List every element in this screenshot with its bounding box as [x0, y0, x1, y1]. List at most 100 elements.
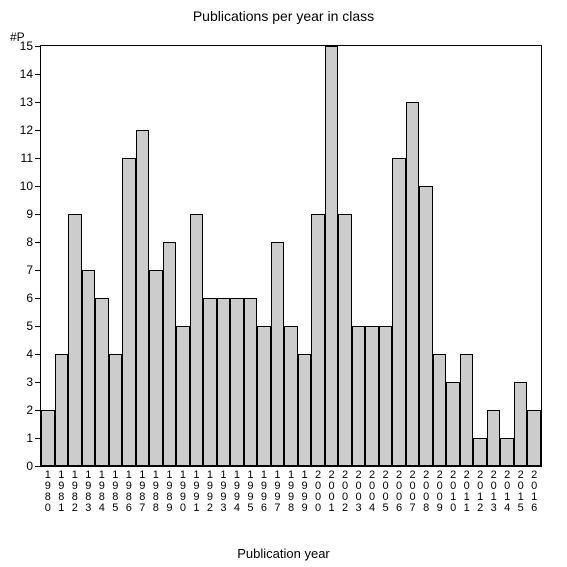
bar: [379, 326, 393, 466]
y-tick: [35, 382, 41, 383]
x-tick-label: 2001: [327, 470, 337, 514]
y-tick-label: 7: [26, 263, 33, 277]
x-tick-label: 2009: [435, 470, 445, 514]
x-axis-title: Publication year: [0, 546, 567, 561]
x-tick-label: 2003: [354, 470, 364, 514]
bar: [230, 298, 244, 466]
x-tick-label: 1980: [43, 470, 53, 514]
y-tick-label: 11: [21, 151, 33, 165]
bar: [311, 214, 325, 466]
x-tick-label: 2010: [448, 470, 458, 514]
y-tick: [35, 326, 41, 327]
bar: [136, 130, 150, 466]
bar: [446, 382, 460, 466]
x-tick-label: 1981: [56, 470, 66, 514]
x-tick-label: 1987: [137, 470, 147, 514]
x-tick-label: 2011: [462, 470, 472, 514]
bar: [55, 354, 69, 466]
x-tick-label: 2013: [489, 470, 499, 514]
bar: [298, 354, 312, 466]
x-tick-label: 1982: [70, 470, 80, 514]
x-tick-label: 2004: [367, 470, 377, 514]
y-tick-label: 3: [26, 375, 33, 389]
bar: [122, 158, 136, 466]
bar: [109, 354, 123, 466]
x-tick-label: 1993: [218, 470, 228, 514]
x-tick-label: 1997: [272, 470, 282, 514]
x-tick-label: 2014: [502, 470, 512, 514]
x-tick-label: 1990: [178, 470, 188, 514]
bar: [163, 242, 177, 466]
bar: [271, 242, 285, 466]
x-tick-label: 1983: [83, 470, 93, 514]
chart-title: Publications per year in class: [0, 8, 567, 24]
x-tick-label: 1998: [286, 470, 296, 514]
y-tick: [35, 410, 41, 411]
bar: [392, 158, 406, 466]
x-tick-label: 1991: [191, 470, 201, 514]
y-tick-label: 4: [26, 347, 33, 361]
y-tick: [35, 46, 41, 47]
y-tick: [35, 438, 41, 439]
y-tick: [35, 354, 41, 355]
y-tick-label: 10: [20, 179, 33, 193]
x-tick-label: 2008: [421, 470, 431, 514]
plot-area: 0123456789101112131415 19801981198219831…: [40, 45, 542, 467]
chart-container: Publications per year in class #P 012345…: [0, 0, 567, 567]
bar: [527, 410, 541, 466]
bar: [190, 214, 204, 466]
y-tick-label: 5: [26, 319, 33, 333]
bar: [82, 270, 96, 466]
bar: [487, 410, 501, 466]
y-tick: [35, 214, 41, 215]
y-tick: [35, 466, 41, 467]
bar: [176, 326, 190, 466]
bar: [338, 214, 352, 466]
y-tick: [35, 74, 41, 75]
bar: [284, 326, 298, 466]
x-tick-label: 1992: [205, 470, 215, 514]
y-tick: [35, 242, 41, 243]
x-tick-label: 2015: [516, 470, 526, 514]
x-tick-label: 1994: [232, 470, 242, 514]
bar: [365, 326, 379, 466]
y-tick-label: 2: [26, 403, 33, 417]
x-tick-label: 2012: [475, 470, 485, 514]
y-tick: [35, 158, 41, 159]
bar: [257, 326, 271, 466]
x-tick-label: 1986: [124, 470, 134, 514]
y-tick-label: 13: [20, 95, 33, 109]
y-tick-label: 15: [20, 39, 33, 53]
bar: [473, 438, 487, 466]
bar: [500, 438, 514, 466]
y-tick-label: 6: [26, 291, 33, 305]
y-tick-label: 14: [20, 67, 33, 81]
y-tick-label: 9: [26, 207, 33, 221]
bar: [95, 298, 109, 466]
y-tick-label: 0: [26, 459, 33, 473]
bar: [419, 186, 433, 466]
bar: [460, 354, 474, 466]
y-tick-label: 1: [26, 431, 33, 445]
x-tick-label: 1985: [110, 470, 120, 514]
x-tick-label: 1999: [300, 470, 310, 514]
y-tick: [35, 270, 41, 271]
x-tick-label: 2007: [408, 470, 418, 514]
x-tick-label: 2016: [529, 470, 539, 514]
bar: [244, 298, 258, 466]
bar: [514, 382, 528, 466]
bar: [325, 46, 339, 466]
y-tick-label: 8: [26, 235, 33, 249]
bar: [68, 214, 82, 466]
x-tick-label: 1996: [259, 470, 269, 514]
x-tick-label: 2005: [381, 470, 391, 514]
bar: [406, 102, 420, 466]
x-tick-label: 1995: [245, 470, 255, 514]
x-tick-label: 2006: [394, 470, 404, 514]
y-tick: [35, 186, 41, 187]
bar: [352, 326, 366, 466]
y-tick: [35, 130, 41, 131]
bars-layer: [41, 46, 541, 466]
x-tick-label: 1989: [164, 470, 174, 514]
bar: [217, 298, 231, 466]
